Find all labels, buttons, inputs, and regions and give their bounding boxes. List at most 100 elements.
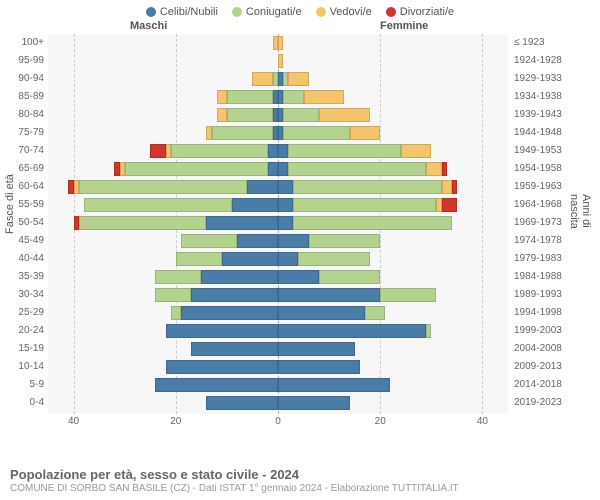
pyramid-row: [48, 377, 508, 393]
bar-segment: [319, 108, 370, 122]
bar-female: [278, 306, 385, 320]
bar-segment: [278, 396, 350, 410]
bar-segment: [125, 162, 268, 176]
bar-segment: [426, 324, 431, 338]
pyramid-row: [48, 161, 508, 177]
legend-label: Vedovi/e: [330, 6, 372, 18]
birth-label: 1994-1998: [512, 305, 572, 321]
bar-segment: [452, 180, 457, 194]
pyramid-row: [48, 359, 508, 375]
bar-male: [176, 252, 278, 266]
chart-subtitle: COMUNE DI SORBO SAN BASILE (CZ) - Dati I…: [10, 483, 590, 494]
x-tick: 40: [477, 416, 488, 427]
birth-label: 1969-1973: [512, 215, 572, 231]
bar-male: [155, 288, 278, 302]
bar-female: [278, 144, 431, 158]
age-label: 95-99: [0, 53, 46, 69]
bar-male: [206, 396, 278, 410]
bar-segment: [166, 360, 278, 374]
age-label: 50-54: [0, 215, 46, 231]
x-tick: 40: [68, 416, 79, 427]
bar-male: [155, 270, 278, 284]
bar-segment: [181, 234, 237, 248]
bar-segment: [155, 270, 201, 284]
age-label: 60-64: [0, 179, 46, 195]
bar-segment: [278, 36, 283, 50]
bar-segment: [278, 270, 319, 284]
bar-segment: [283, 126, 349, 140]
bar-segment: [442, 198, 457, 212]
bar-male: [84, 198, 278, 212]
bar-segment: [298, 252, 370, 266]
legend-swatch: [146, 7, 156, 17]
age-label: 90-94: [0, 71, 46, 87]
legend-item: Coniugati/e: [232, 6, 302, 18]
bar-female: [278, 126, 380, 140]
bar-male: [191, 342, 278, 356]
pyramid-row: [48, 251, 508, 267]
bar-segment: [201, 270, 278, 284]
birth-label: 1999-2003: [512, 323, 572, 339]
pyramid-row: [48, 125, 508, 141]
bar-female: [278, 54, 283, 68]
birth-label: 1974-1978: [512, 233, 572, 249]
pyramid-row: [48, 269, 508, 285]
age-label: 65-69: [0, 161, 46, 177]
birth-label: 1959-1963: [512, 179, 572, 195]
birth-label: 2014-2018: [512, 377, 572, 393]
bar-segment: [278, 252, 298, 266]
bar-segment: [252, 72, 272, 86]
bar-female: [278, 216, 452, 230]
bar-segment: [426, 162, 441, 176]
bar-female: [278, 72, 309, 86]
bar-male: [252, 72, 278, 86]
legend-item: Vedovi/e: [316, 6, 372, 18]
pyramid-row: [48, 53, 508, 69]
bar-segment: [442, 162, 447, 176]
bar-segment: [278, 198, 293, 212]
pyramid-row: [48, 107, 508, 123]
age-label: 10-14: [0, 359, 46, 375]
age-label: 20-24: [0, 323, 46, 339]
age-label: 55-59: [0, 197, 46, 213]
bar-segment: [293, 216, 451, 230]
bar-segment: [380, 288, 436, 302]
pyramid-row: [48, 143, 508, 159]
bar-segment: [278, 162, 288, 176]
age-label: 15-19: [0, 341, 46, 357]
x-tick: 0: [275, 416, 281, 427]
birth-label: 1944-1948: [512, 125, 572, 141]
bar-male: [166, 360, 278, 374]
age-label: 25-29: [0, 305, 46, 321]
bar-segment: [206, 216, 278, 230]
bar-female: [278, 252, 370, 266]
birth-label: 1984-1988: [512, 269, 572, 285]
bar-segment: [442, 180, 452, 194]
birth-year-labels: ≤ 19231924-19281929-19331934-19381939-19…: [512, 34, 572, 414]
bar-segment: [319, 270, 380, 284]
bar-segment: [278, 306, 365, 320]
birth-label: 1979-1983: [512, 251, 572, 267]
pyramid-row: [48, 89, 508, 105]
bar-segment: [401, 144, 432, 158]
bar-segment: [278, 342, 355, 356]
bar-male: [171, 306, 278, 320]
bar-segment: [278, 144, 288, 158]
bar-segment: [206, 396, 278, 410]
gender-headers: Maschi Femmine: [0, 20, 600, 34]
legend-label: Divorziati/e: [400, 6, 454, 18]
chart-area: Fasce di età Anni di nascita 100+95-9990…: [0, 34, 600, 434]
bar-female: [278, 90, 344, 104]
birth-label: 1934-1938: [512, 89, 572, 105]
bar-segment: [350, 126, 381, 140]
pyramid-row: [48, 323, 508, 339]
birth-label: 2009-2013: [512, 359, 572, 375]
legend: Celibi/NubiliConiugati/eVedovi/eDivorzia…: [0, 0, 600, 20]
pyramid-row: [48, 197, 508, 213]
pyramid-row: [48, 395, 508, 411]
birth-label: 2019-2023: [512, 395, 572, 411]
bar-segment: [79, 216, 207, 230]
bar-segment: [293, 180, 441, 194]
bar-female: [278, 396, 350, 410]
birth-label: 1989-1993: [512, 287, 572, 303]
